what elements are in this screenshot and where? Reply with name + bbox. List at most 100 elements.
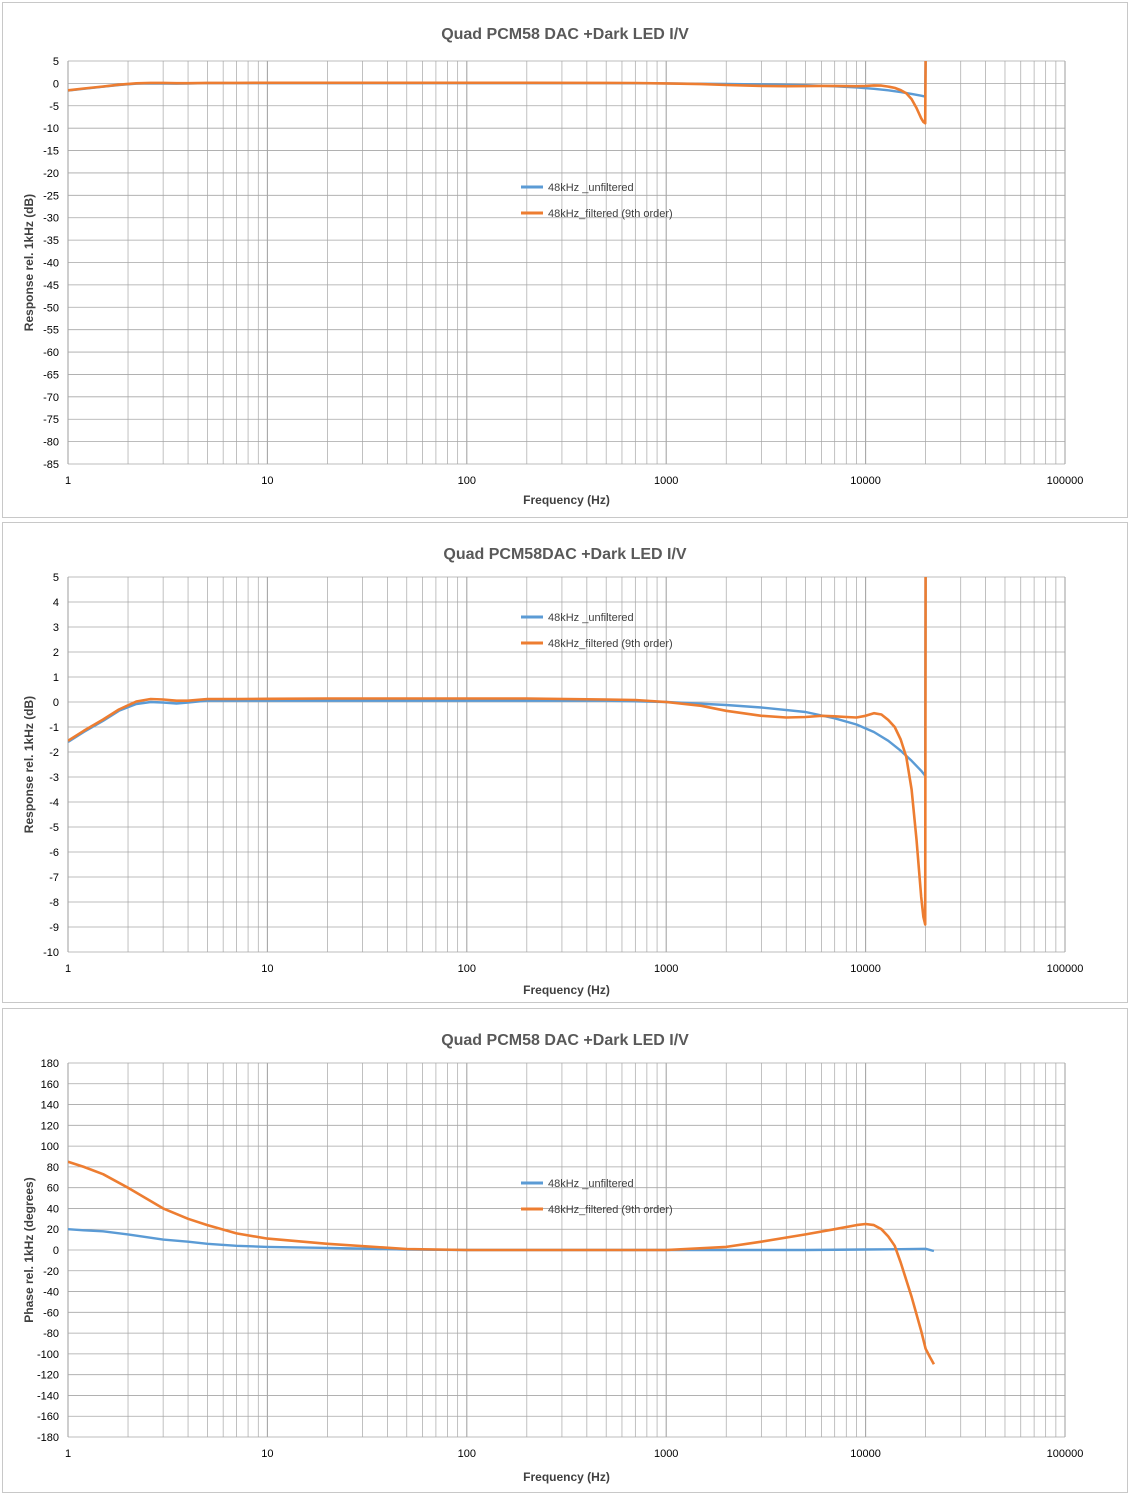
series-line-unfiltered (68, 576, 927, 778)
y-axis-label: Response rel. 1kHz (dB) (22, 696, 36, 833)
y-tick-label: 3 (53, 622, 59, 634)
series-line-filtered (68, 1160, 936, 1365)
legend: 48kHz _unfiltered 48kHz_filtered (9th ord… (521, 182, 673, 220)
y-tick-label: -1 (49, 722, 59, 734)
y-tick-label: 5 (53, 572, 59, 584)
y-tick-label: -6 (49, 847, 59, 859)
chart-svg-magnitude-zoom: Quad PCM58DAC +Dark LED I/V543210-1-2-3-… (22, 546, 1084, 997)
x-tick-label: 1000 (654, 1448, 678, 1460)
chart-panel-magnitude-zoom: Quad PCM58DAC +Dark LED I/V 5 4 3 2 1 0 -1 -2 -3-… (2, 522, 1128, 1003)
legend-label: 48kHz_filtered (9th order) (548, 208, 673, 220)
y-tick-label: -80 (43, 437, 59, 449)
series-line-unfiltered (68, 1228, 935, 1253)
x-axis-label: Frequency (Hz) (523, 1470, 610, 1484)
x-tick-label: 1 (65, 963, 71, 975)
y-tick-label: 40 (47, 1203, 59, 1215)
x-tick-label: 1 (65, 1448, 71, 1460)
chart-panel-magnitude-full: Quad PCM58 DAC +Dark LED I/V 5 0 -5 -10 -15 -2… (2, 2, 1128, 518)
x-tick-label: 100000 (1047, 963, 1084, 975)
legend: 48kHz _unfiltered 48kHz_filtered (9th ord… (521, 612, 673, 650)
y-tick-label: -75 (43, 414, 59, 426)
y-tick-label: -4 (49, 797, 59, 809)
y-tick-label: -7 (49, 872, 59, 884)
x-tick-label: 1000 (654, 475, 678, 487)
y-tick-label: 140 (41, 1100, 59, 1112)
legend: 48kHz _unfiltered 48kHz_filtered (9th ord… (521, 1178, 673, 1216)
y-tick-label: -50 (43, 302, 59, 314)
x-tick-label: 100 (458, 475, 476, 487)
y-tick-label: -10 (43, 947, 59, 959)
legend-label: 48kHz_filtered (9th order) (548, 638, 673, 650)
x-tick-label: 10 (261, 475, 273, 487)
y-tick-label: 0 (53, 78, 59, 90)
x-tick-label: 10000 (850, 1448, 881, 1460)
x-axis-label: Frequency (Hz) (523, 983, 610, 997)
x-tick-label: 100 (458, 1448, 476, 1460)
chart-svg-magnitude-full: Quad PCM58 DAC +Dark LED I/V 5 0 -5 -10 -15 -2… (22, 26, 1084, 507)
y-tick-label: -160 (37, 1411, 59, 1423)
chart-title: Quad PCM58 DAC +Dark LED I/V (441, 1032, 689, 1049)
grid (67, 576, 1066, 953)
x-tick-label: 1000 (654, 963, 678, 975)
y-tick-label: -60 (43, 347, 59, 359)
y-tick-label: 120 (41, 1120, 59, 1132)
legend-label: 48kHz _unfiltered (548, 182, 634, 194)
chart-panel-phase: Quad PCM58 DAC +Dark LED I/V 180 160 140 120… (2, 1008, 1128, 1493)
legend-label: 48kHz _unfiltered (548, 1178, 634, 1190)
legend-label: 48kHz _unfiltered (548, 612, 634, 624)
x-tick-label: 10 (261, 1448, 273, 1460)
y-tick-label: -9 (49, 922, 59, 934)
x-tick-label: 100000 (1047, 1448, 1084, 1460)
grid (67, 60, 1066, 465)
y-tick-label: 20 (47, 1224, 59, 1236)
y-tick-label: 180 (41, 1058, 59, 1070)
y-tick-label: 160 (41, 1079, 59, 1091)
x-tick-label: 100000 (1047, 475, 1084, 487)
x-tick-label: 1 (65, 475, 71, 487)
y-tick-label: 1 (53, 672, 59, 684)
y-tick-label: -35 (43, 235, 59, 247)
y-tick-label: -40 (43, 1287, 59, 1299)
y-tick-label: -70 (43, 392, 59, 404)
series-line-filtered (68, 576, 927, 926)
y-tick-label: 2 (53, 647, 59, 659)
y-tick-label: -140 (37, 1390, 59, 1402)
y-tick-label: -10 (43, 123, 59, 135)
chart-title: Quad PCM58DAC +Dark LED I/V (443, 546, 687, 563)
y-tick-label: 0 (53, 1245, 59, 1257)
y-tick-label: 60 (47, 1183, 59, 1195)
x-tick-label: 100 (458, 963, 476, 975)
y-tick-label: -3 (49, 772, 59, 784)
y-axis-label: Phase rel. 1kHz (degrees) (22, 1177, 36, 1322)
y-tick-label: 4 (53, 597, 59, 609)
y-tick-label: -20 (43, 168, 59, 180)
y-tick-label: -15 (43, 146, 59, 158)
y-tick-label: -45 (43, 280, 59, 292)
y-tick-label: -85 (43, 459, 59, 471)
x-axis-label: Frequency (Hz) (523, 493, 610, 507)
y-tick-label: -30 (43, 213, 59, 225)
y-tick-label: -5 (49, 822, 59, 834)
y-tick-label: -100 (37, 1349, 59, 1361)
series-line-unfiltered (68, 60, 927, 98)
series-line-filtered (68, 60, 927, 125)
chart-title: Quad PCM58 DAC +Dark LED I/V (441, 26, 689, 43)
y-tick-label: 5 (53, 56, 59, 68)
y-tick-label: -60 (43, 1307, 59, 1319)
y-tick-label: -2 (49, 747, 59, 759)
y-tick-label: -25 (43, 190, 59, 202)
y-tick-label: -20 (43, 1266, 59, 1278)
y-tick-label: -65 (43, 369, 59, 381)
x-tick-label: 10000 (850, 475, 881, 487)
y-tick-label: -40 (43, 258, 59, 270)
y-tick-label: -55 (43, 325, 59, 337)
y-tick-label: 80 (47, 1162, 59, 1174)
legend-label: 48kHz_filtered (9th order) (548, 1204, 673, 1216)
x-tick-label: 10000 (850, 963, 881, 975)
y-tick-label: -5 (49, 101, 59, 113)
y-tick-label: 100 (41, 1141, 59, 1153)
x-tick-label: 10 (261, 963, 273, 975)
y-axis-label: Response rel. 1kHz (dB) (22, 194, 36, 331)
y-tick-label: 0 (53, 697, 59, 709)
y-tick-label: -80 (43, 1328, 59, 1340)
